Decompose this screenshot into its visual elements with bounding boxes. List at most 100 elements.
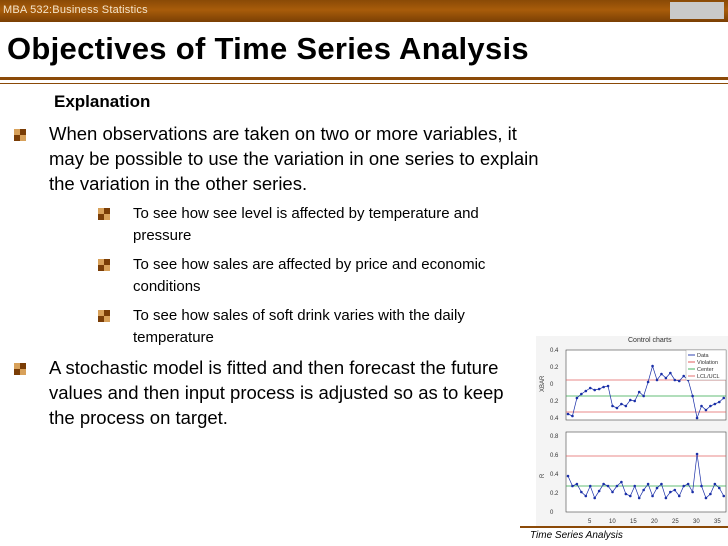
- xbar-point: [620, 402, 623, 406]
- r-point: [633, 484, 637, 488]
- control-chart-figure: Control charts 0.4 0.2 0 0.2 0.4 0.8 0.6 0.4 0.2…: [536, 336, 728, 528]
- xbar-point: [629, 398, 632, 402]
- sub-bullet-icon: [98, 259, 110, 271]
- legend-label: LCL/UCL: [697, 374, 720, 380]
- xbar-point: [593, 388, 596, 392]
- xbar-point: [709, 404, 712, 408]
- xbar-point: [669, 371, 672, 375]
- r-point: [629, 494, 632, 498]
- sub-bullet-text-3: To see how sales of soft drink varies wi…: [133, 307, 465, 346]
- xbar-point: [580, 392, 583, 396]
- r-point: [682, 484, 685, 488]
- r-point: [624, 492, 628, 496]
- r-axis-label: R: [540, 473, 546, 478]
- r-point: [571, 484, 574, 488]
- xbar-axis-label: XBAR: [540, 375, 546, 392]
- xbar-point: [691, 394, 694, 398]
- footer-divider: [520, 526, 728, 528]
- r-point: [637, 496, 641, 500]
- x-tick-label: 35: [714, 519, 721, 525]
- legend-label: Center: [697, 367, 714, 373]
- r-point: [566, 474, 570, 478]
- xbar-point: [615, 406, 619, 410]
- r-point: [713, 482, 717, 486]
- xbar-point: [651, 364, 654, 368]
- r-tick-label: 0.8: [550, 434, 559, 440]
- x-tick-label: 30: [693, 519, 700, 525]
- xbar-point: [624, 404, 628, 408]
- bullet-text-2: A stochastic model is fitted and then fo…: [49, 357, 504, 428]
- xbar-point: [700, 404, 703, 408]
- r-point: [722, 494, 726, 498]
- xbar-point: [597, 387, 601, 391]
- r-point: [580, 490, 583, 494]
- bullet-icon: [14, 129, 26, 141]
- r-tick-label: 0.2: [550, 491, 559, 497]
- xbar-point: [722, 396, 726, 400]
- r-point: [597, 489, 601, 493]
- control-chart-svg: 0.4 0.2 0 0.2 0.4 0.8 0.6 0.4 0.2 0 5 10 15 20 25 30 35 X…: [540, 348, 727, 525]
- xbar-point: [642, 394, 645, 398]
- slide-number-badge: [670, 2, 724, 19]
- xbar-tick-label: 0.2: [550, 399, 559, 405]
- r-point: [588, 484, 592, 488]
- xbar-point: [704, 408, 708, 412]
- footer-text: Time Series Analysis: [530, 530, 623, 541]
- x-tick-label: 20: [651, 519, 658, 525]
- r-series-line: [567, 453, 725, 499]
- xbar-point: [718, 400, 721, 404]
- r-point: [691, 490, 694, 494]
- r-point: [664, 496, 668, 500]
- legend-label: Data: [697, 353, 710, 359]
- r-point: [655, 486, 659, 490]
- header-bar: MBA 532:Business Statistics: [0, 0, 728, 22]
- bullet-text-1: When observations are taken on two or mo…: [49, 123, 539, 194]
- r-point: [695, 452, 699, 456]
- r-point: [673, 488, 677, 492]
- sub-bullet-icon: [98, 208, 110, 220]
- sub-bullet-icon: [98, 310, 110, 322]
- r-point: [660, 482, 663, 486]
- r-tick-label: 0: [550, 510, 554, 516]
- r-point: [584, 494, 588, 498]
- xbar-point: [611, 404, 614, 408]
- xbar-point: [584, 389, 588, 393]
- r-point: [575, 482, 579, 486]
- r-point: [709, 492, 712, 496]
- sub-bullet-text-2: To see how sales are affected by price a…: [133, 256, 486, 295]
- r-point: [704, 496, 708, 500]
- r-tick-label: 0.6: [550, 453, 559, 459]
- xbar-point: [575, 396, 579, 400]
- r-point: [611, 490, 614, 494]
- xbar-point: [673, 378, 677, 382]
- xbar-point: [682, 374, 685, 378]
- r-point: [669, 490, 672, 494]
- r-point: [602, 482, 605, 486]
- r-point: [700, 484, 703, 488]
- figure-title: Control charts: [628, 337, 672, 344]
- x-tick-label: 25: [672, 519, 679, 525]
- title-divider: [0, 77, 728, 80]
- xbar-point: [602, 385, 605, 389]
- x-tick-label: 5: [588, 519, 592, 525]
- xbar-point: [571, 414, 574, 418]
- bullet-icon: [14, 363, 26, 375]
- r-point: [677, 494, 681, 498]
- xbar-point: [695, 416, 699, 420]
- course-title: MBA 532:Business Statistics: [3, 4, 148, 16]
- r-point: [718, 486, 721, 490]
- x-tick-label: 10: [609, 519, 616, 525]
- xbar-point: [713, 402, 717, 406]
- section-subheading: Explanation: [54, 92, 151, 111]
- r-point: [615, 484, 619, 488]
- xbar-point: [655, 378, 659, 382]
- r-point: [646, 482, 650, 486]
- xbar-point: [646, 380, 650, 384]
- xbar-point: [633, 399, 637, 403]
- xbar-point: [677, 379, 681, 383]
- r-point: [593, 496, 596, 500]
- r-tick-label: 0.4: [550, 472, 559, 478]
- r-point: [620, 480, 623, 484]
- xbar-point: [588, 386, 592, 390]
- xbar-point: [660, 372, 663, 376]
